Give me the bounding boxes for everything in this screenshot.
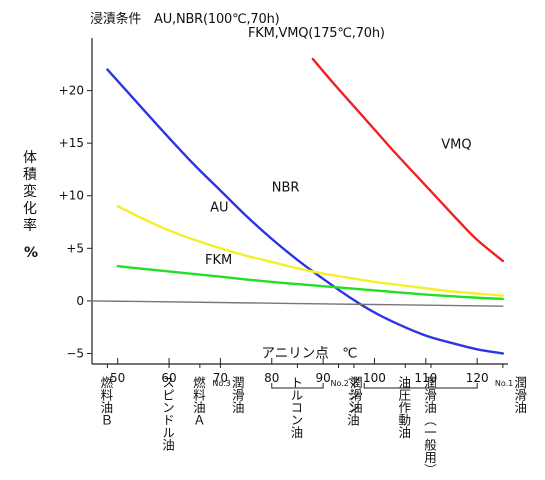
oil-label-text: 油圧作動油 [396,376,412,439]
y-tick-label: −5 [66,346,84,360]
oil-label-text: 潤滑油 [512,376,528,414]
oil-label: 潤滑油（一般用） [421,376,437,476]
y-axis-unit: % [23,245,39,261]
y-tick-label: +5 [66,241,84,255]
condition-line-1: 浸漬条件 AU,NBR(100℃,70h) [90,12,280,27]
range-bracket [271,383,324,389]
x-tick-label: 100 [363,371,386,385]
oil-label-sub: No.2 [330,379,349,388]
y-label-char: 率 [23,218,37,234]
oil-label: スピンドル油 [160,376,176,451]
oil-label: 油圧作動油 [396,376,412,439]
y-tick-label: +20 [59,84,84,98]
series-label-fkm: FKM [205,253,232,268]
y-tick-label: +10 [59,189,84,203]
series-label-vmq: VMQ [441,137,471,152]
x-tick-label: 70 [213,371,228,385]
x-tick-label: 110 [414,371,437,385]
oil-label-sub: No.3 [212,379,231,388]
y-tick-label: +15 [59,136,84,150]
oil-label: 燃料油Ｂ [98,376,114,426]
series-label-au: AU [210,201,228,216]
oil-label: 潤滑油 No.2 [330,376,363,414]
oil-label: 燃料油Ａ [190,376,206,426]
x-tick-label: 80 [264,371,279,385]
series-line-au [116,205,505,297]
oil-label-sub: No.1 [494,379,514,388]
series-line-fkm [116,265,505,300]
oil-label-text: トルコン油 [288,376,304,439]
x-tick-label: 90 [315,371,330,385]
y-tick-label: 0 [76,294,84,308]
series-label-nbr: NBR [272,181,300,196]
oil-label: トルコン油 [288,376,304,439]
oil-label-text: 潤滑油 [347,376,363,414]
oil-label-text: 潤滑油（一般用） [421,376,437,476]
oil-label-text: マシン油 [344,376,360,426]
oil-label: 潤滑油 No.3 [212,376,245,414]
oil-label: 潤滑油 No.1 [494,376,528,414]
oil-label: マシン油 [344,376,360,426]
y-label-char: 化 [23,201,37,217]
condition-line-2: FKM,VMQ(175℃,70h) [248,26,385,41]
x-tick-label: 60 [161,371,176,385]
y-label-char: 積 [23,167,37,183]
oil-label-text: 燃料油Ａ [190,376,206,426]
oil-label-text: スピンドル油 [160,376,176,451]
x-tick-label: 50 [110,371,125,385]
y-label-char: 体 [23,150,37,166]
y-axis-label: 体 積 変 化 率 [22,150,38,235]
range-bracket [363,383,478,389]
baseline-line [91,300,504,307]
y-label-char: 変 [23,184,37,200]
oil-label-text: 燃料油Ｂ [98,376,114,426]
oil-label-text: 潤滑油 [229,376,245,414]
x-tick-label: 120 [466,371,489,385]
series-line-nbr [106,68,505,355]
series-line-vmq [311,57,505,263]
x-axis-label: アニリン点 ℃ [261,345,357,361]
